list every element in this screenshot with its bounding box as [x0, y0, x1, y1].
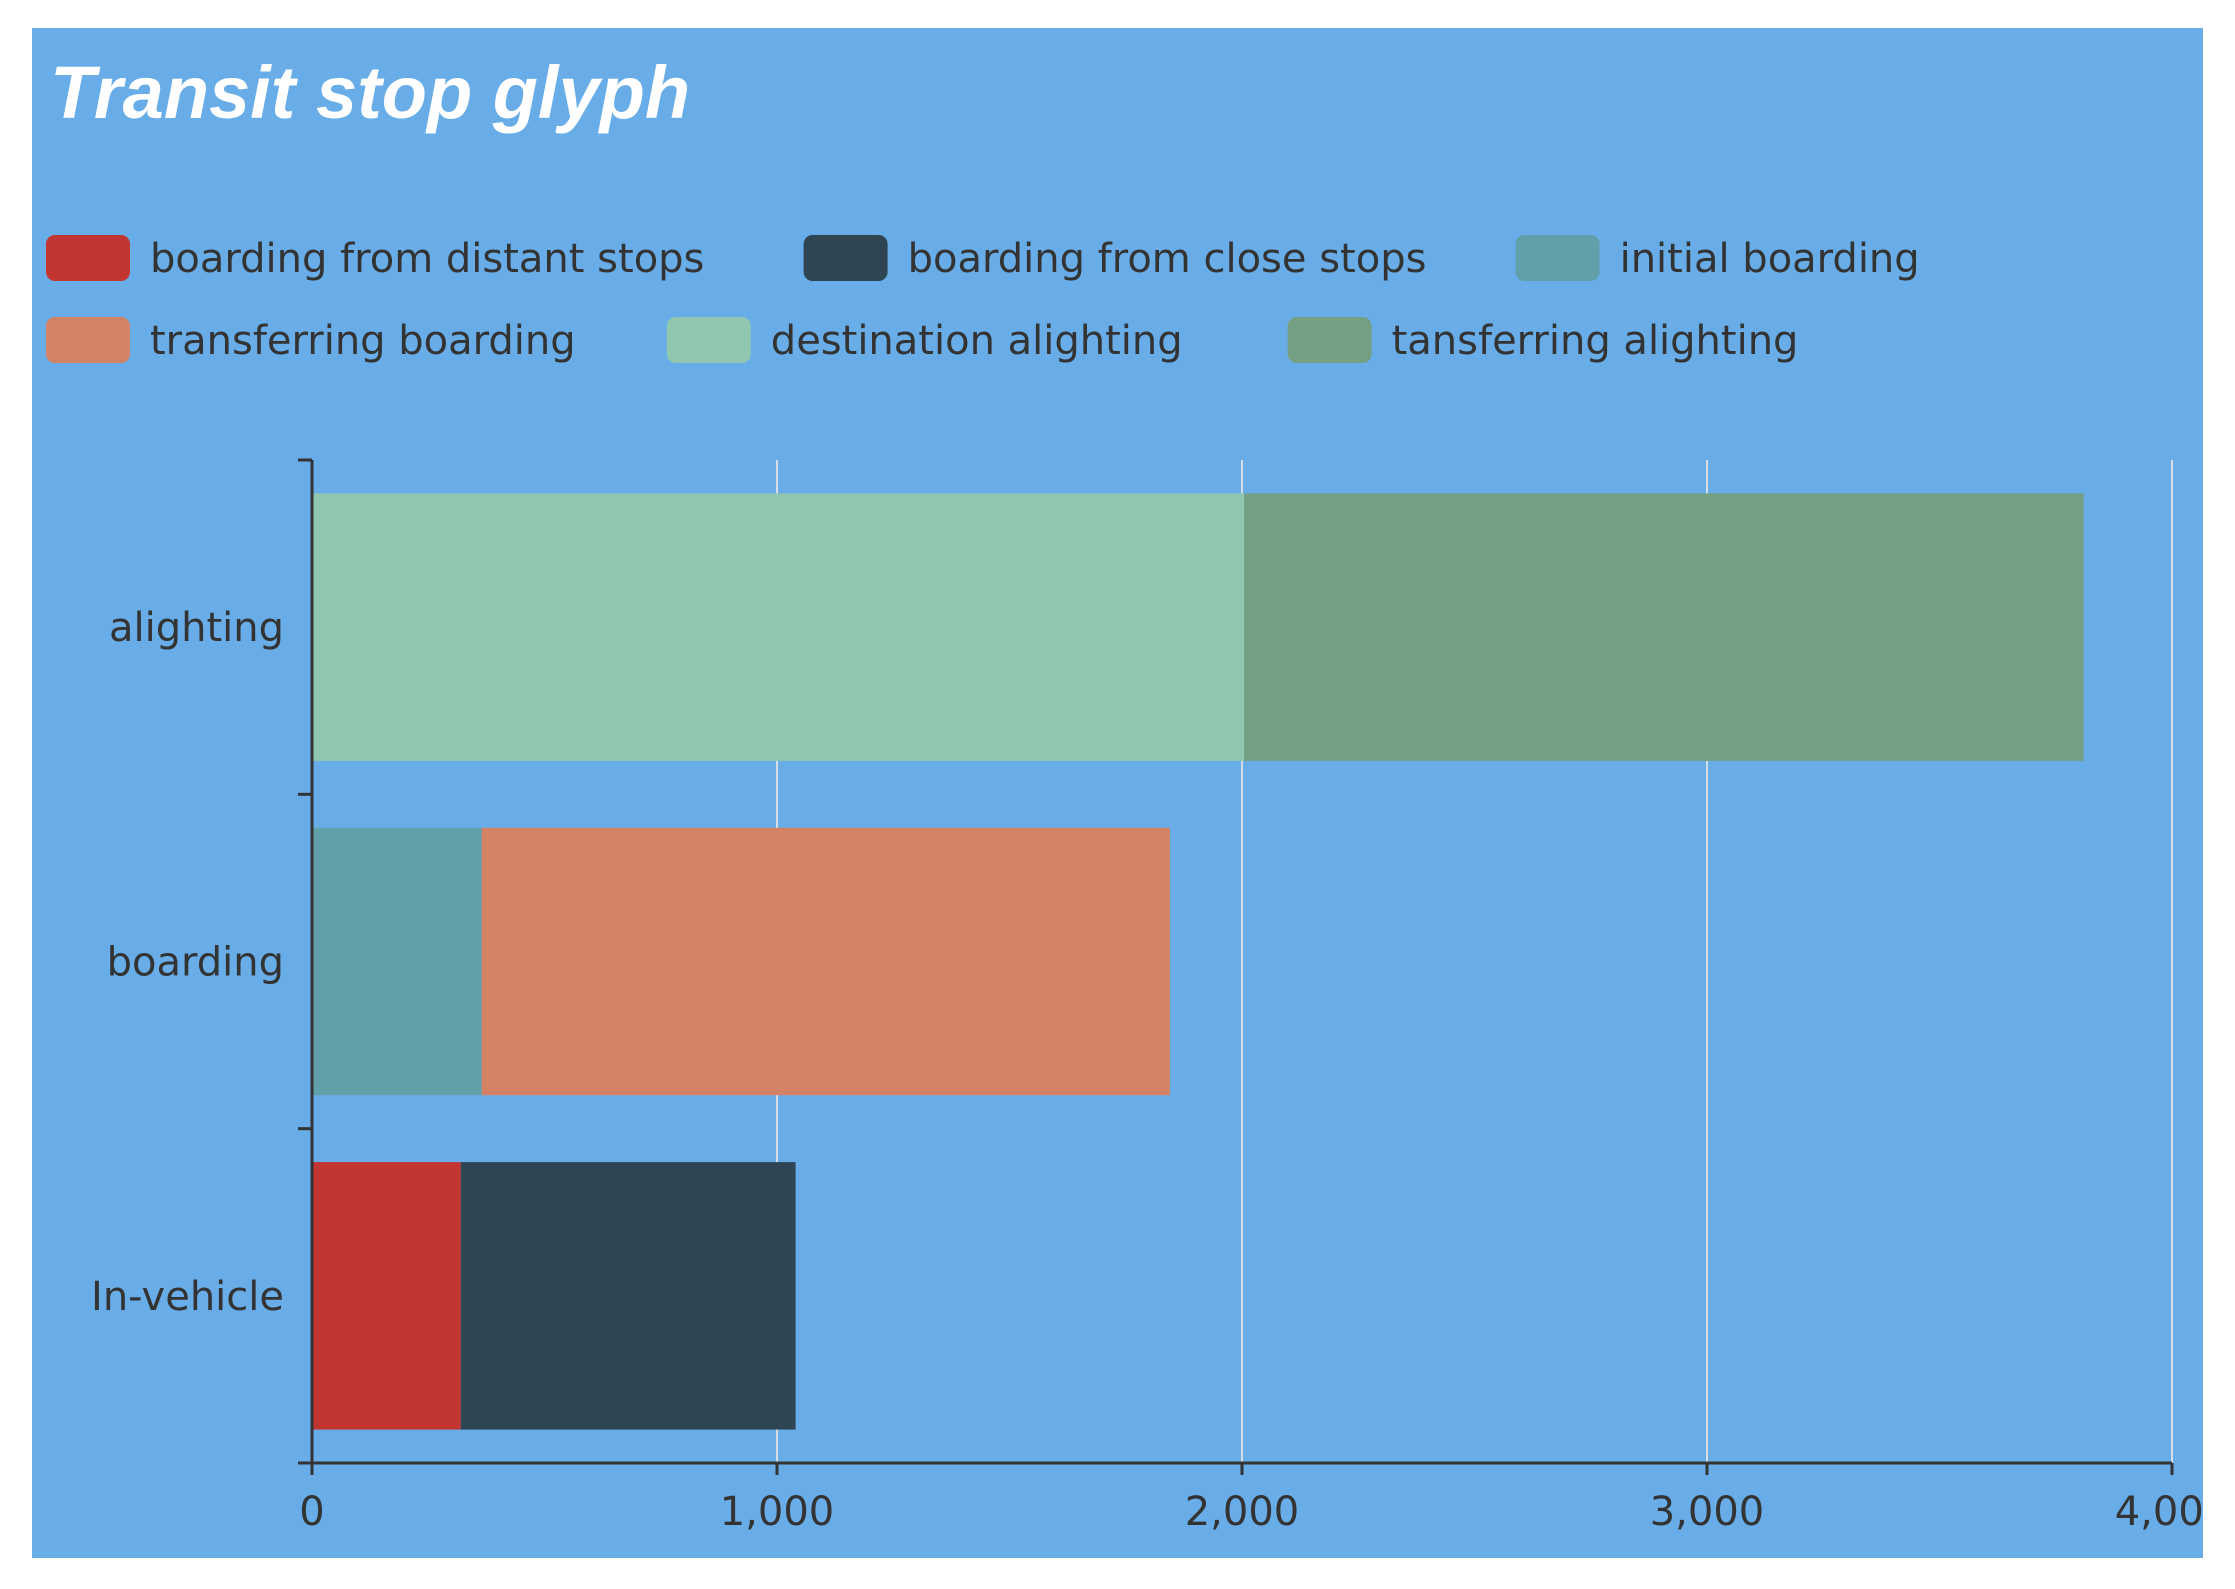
bar-segment — [312, 827, 482, 1096]
y-category-label: alighting — [109, 605, 284, 651]
legend: boarding from distant stops boarding from… — [46, 235, 1920, 364]
chart-svg: Transit stop glyph boarding from distant… — [32, 28, 2203, 1558]
y-category-label: In-vehicle — [91, 1274, 284, 1320]
bars — [312, 493, 2084, 1430]
chart-title: Transit stop glyph — [50, 51, 690, 134]
bar-segment — [312, 1162, 461, 1430]
x-tick-label: 2,000 — [1185, 1489, 1300, 1535]
legend-swatch — [1287, 317, 1372, 363]
axes: 0 1,000 2,000 3,000 4,000 alighting boarding In… — [91, 458, 2203, 1535]
x-tick-label: 0 — [299, 1489, 324, 1535]
bar-segment — [481, 827, 1170, 1096]
legend-label: transferring boarding — [150, 318, 576, 364]
legend-swatch — [46, 317, 130, 363]
legend-label: initial boarding — [1620, 236, 1920, 282]
y-category-label: boarding — [107, 940, 284, 986]
chart-panel: Transit stop glyph boarding from distant… — [32, 28, 2203, 1558]
legend-swatch — [803, 235, 888, 281]
legend-swatch — [1515, 235, 1600, 281]
legend-label: boarding from close stops — [908, 236, 1427, 282]
bar-segment — [1244, 493, 2084, 761]
x-tick-label: 4,000 — [2115, 1489, 2203, 1535]
legend-swatch — [666, 317, 751, 363]
legend-label: tansferring alighting — [1392, 318, 1799, 364]
legend-swatch — [46, 235, 130, 281]
bar-segment — [460, 1162, 796, 1430]
x-tick-label: 3,000 — [1650, 1489, 1765, 1535]
legend-label: boarding from distant stops — [150, 236, 704, 282]
bar-segment — [312, 493, 1245, 761]
legend-label: destination alighting — [771, 318, 1183, 364]
x-tick-label: 1,000 — [720, 1489, 835, 1535]
